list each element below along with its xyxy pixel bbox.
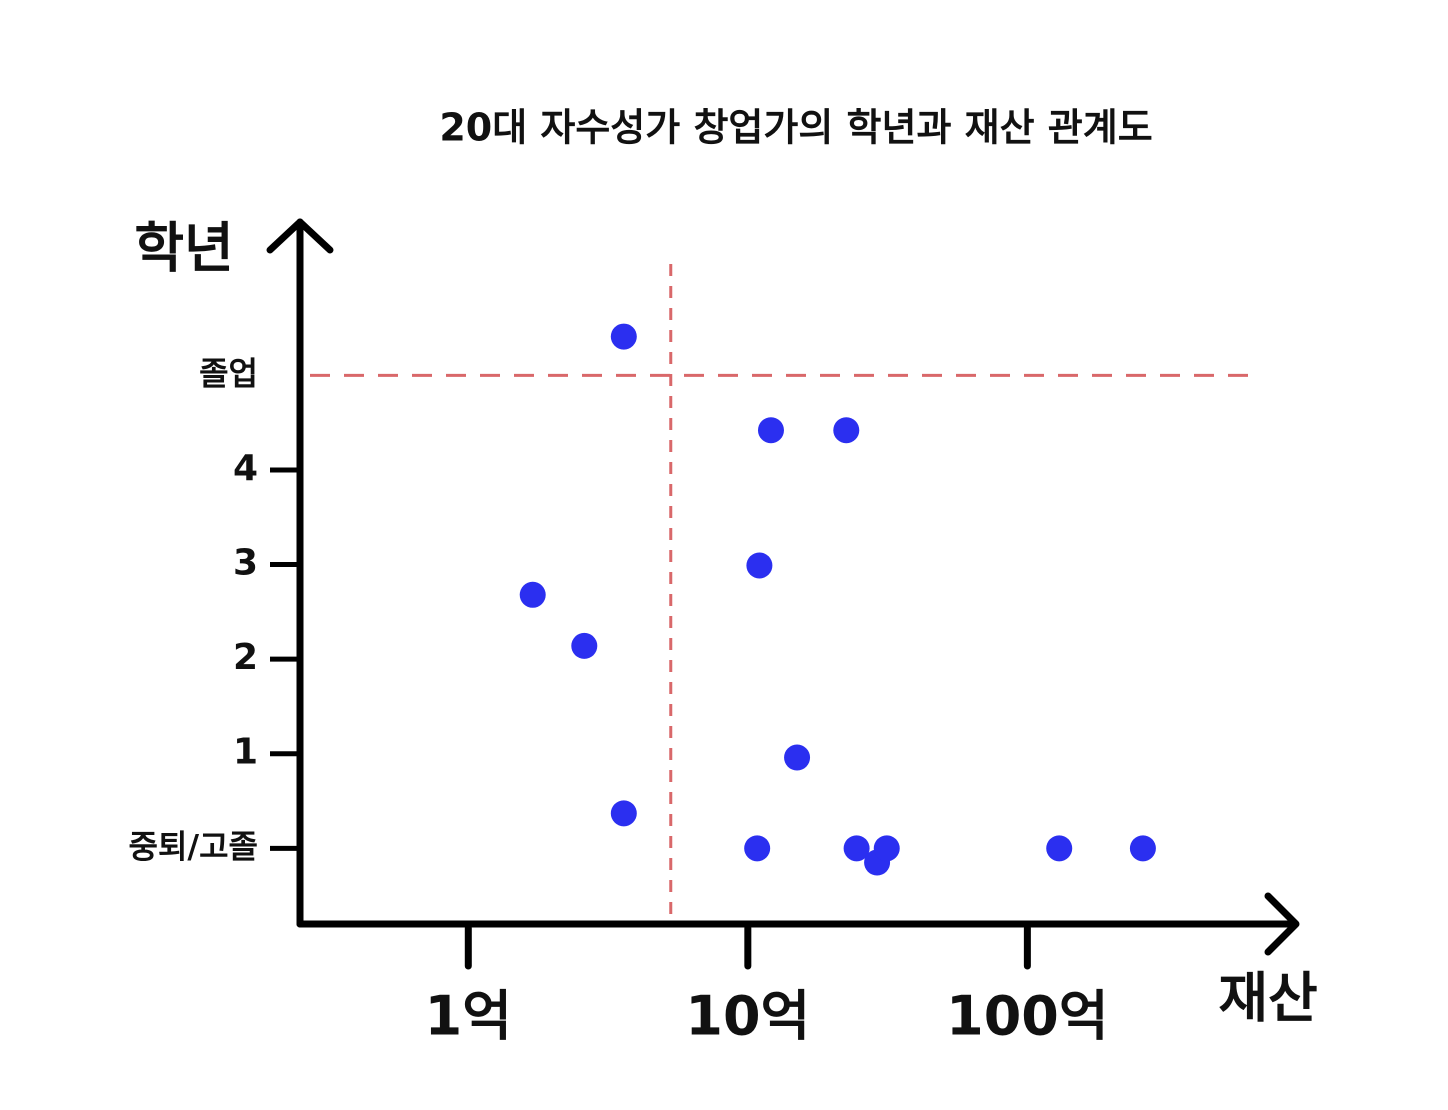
point [873, 835, 900, 862]
point [571, 632, 598, 659]
axes [266, 218, 1300, 956]
point [833, 417, 860, 444]
point [746, 552, 773, 579]
chart-title: 20대 자수성가 창업가의 학년과 재산 관계도 [439, 106, 1152, 150]
y-tick-label: 4 [233, 448, 258, 489]
y-tick-label: 2 [233, 637, 258, 678]
y-tick-label: 3 [233, 543, 258, 584]
x-arrow [1264, 892, 1300, 956]
point [784, 744, 811, 771]
point [1046, 835, 1073, 862]
y-tick-label: 중퇴/고졸 [129, 827, 258, 865]
point [757, 417, 784, 444]
point [1129, 835, 1156, 862]
y-arrow [266, 218, 334, 254]
point [843, 835, 870, 862]
x-tick-label: 100억 [946, 985, 1108, 1048]
x-axis-label: 재산 [1218, 967, 1317, 1030]
x-tick-label: 10억 [685, 985, 810, 1048]
point [519, 581, 546, 608]
y-axis-label: 학년 [134, 217, 233, 280]
point [610, 323, 637, 350]
y-tick-label: 1 [233, 732, 258, 773]
point [744, 835, 771, 862]
point [610, 800, 637, 827]
x-tick-label: 1억 [425, 985, 512, 1048]
y-tick-label: 졸업 [199, 354, 258, 392]
